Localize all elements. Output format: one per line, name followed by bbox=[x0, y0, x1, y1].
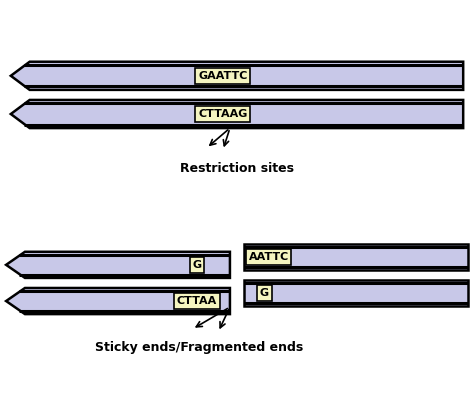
Text: Sticky ends/Fragmented ends: Sticky ends/Fragmented ends bbox=[95, 341, 303, 354]
Text: Restriction sites: Restriction sites bbox=[180, 162, 294, 175]
Text: GAATTC: GAATTC bbox=[198, 71, 247, 81]
Polygon shape bbox=[6, 288, 230, 314]
Text: AATTC: AATTC bbox=[248, 252, 289, 262]
Polygon shape bbox=[11, 100, 463, 128]
Polygon shape bbox=[244, 280, 468, 306]
Polygon shape bbox=[6, 252, 230, 278]
Text: G: G bbox=[192, 260, 201, 270]
Text: G: G bbox=[260, 288, 269, 298]
Text: CTTAA: CTTAA bbox=[177, 296, 217, 306]
Text: CTTAAG: CTTAAG bbox=[198, 109, 247, 119]
Polygon shape bbox=[11, 62, 463, 90]
Polygon shape bbox=[244, 244, 468, 270]
